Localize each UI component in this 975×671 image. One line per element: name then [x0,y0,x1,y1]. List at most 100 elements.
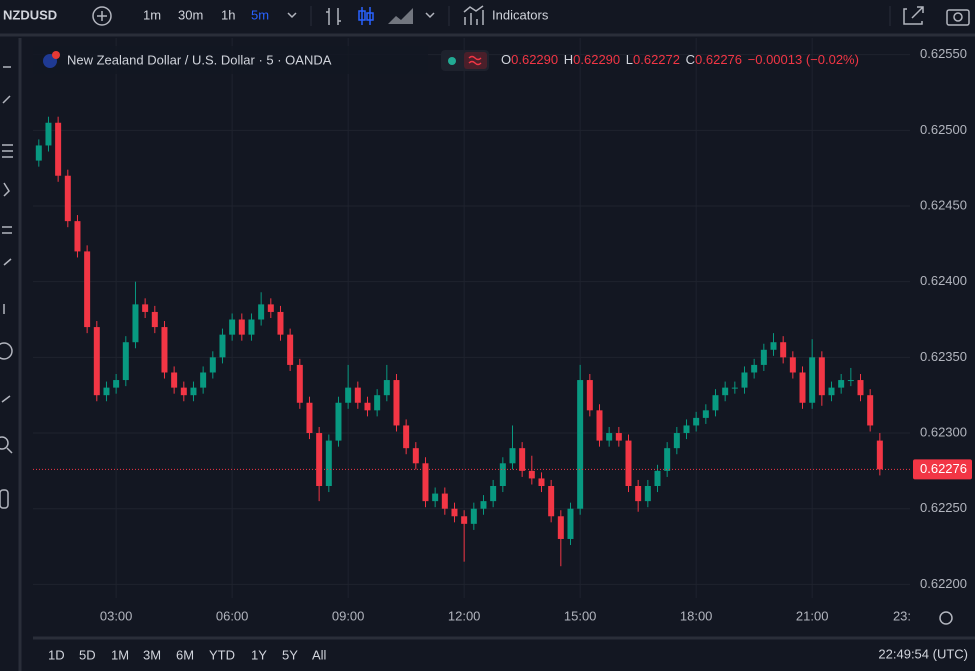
interval-button[interactable]: 30m [178,7,203,22]
x-tick-label: 18:00 [680,608,713,623]
indicators-icon[interactable] [463,5,484,25]
ohlc-label: C [686,52,695,67]
candle-body [113,380,120,388]
drawing-tools[interactable] [1,66,13,454]
candle-body [238,319,245,335]
candle-body [335,402,342,441]
interval-button[interactable]: 1h [221,7,235,22]
fullscreen-icon[interactable] [903,6,924,25]
candle-body [557,516,564,539]
candle-body [345,387,352,403]
range-button[interactable]: YTD [209,647,235,662]
range-button[interactable]: 1Y [251,647,267,662]
candle-body [461,516,468,524]
candle-body [470,508,477,524]
y-tick-label: 0.62500 [920,122,967,137]
candles-icon-body [358,10,366,21]
y-tick-label: 0.62450 [920,197,967,212]
settings-icon[interactable] [939,611,953,625]
last-price-label: 0.62276 [920,461,967,476]
candle-body [548,486,555,517]
candle-body [567,508,574,539]
y-tick-label: 0.62200 [920,576,967,591]
candle-body [615,433,622,441]
candle-body [432,493,439,502]
candle-body [200,372,207,388]
ohlc-change: −0.00013 (−0.02%) [748,52,859,67]
ohlc-value: 0.62272 [633,52,680,67]
candle-body [74,221,81,252]
ohlc-value: 0.62276 [695,52,742,67]
indicators-button[interactable]: Indicators [492,7,549,22]
candle-body [161,327,168,373]
x-tick-label: 06:00 [216,608,249,623]
symbol[interactable]: NZDUSD [3,7,57,22]
candles-icon-body [366,12,374,21]
add-symbol-button[interactable] [92,6,112,26]
x-tick-label: 15:00 [564,608,597,623]
candle-body [277,311,284,335]
ohlc-value: 0.62290 [573,52,620,67]
candles-icon[interactable] [361,7,371,25]
clock: 22:49:54 (UTC) [878,646,968,661]
candle-body [287,334,294,365]
interval-dropdown[interactable] [287,12,297,19]
candle-body [412,448,419,464]
candle-body [799,372,806,403]
chart-type-dropdown[interactable] [425,12,435,19]
candle-body [364,402,371,411]
ohlc-label: H [564,52,573,67]
range-button[interactable]: 5D [79,647,96,662]
legend-title: New Zealand Dollar / U.S. Dollar · 5 · O… [67,52,332,67]
candle-body [316,433,323,486]
snapshot-lens [953,12,963,22]
x-tick-label: 21:00 [796,608,829,623]
ohlc-label: O [501,52,511,67]
bars-icon[interactable] [326,8,341,25]
candle-body [760,349,767,365]
candle-body [712,395,719,411]
candle-body [499,463,506,486]
range-button[interactable]: 1D [48,647,65,662]
candle-body [296,364,303,403]
lock-tool[interactable] [0,489,9,509]
y-tick-label: 0.62250 [920,500,967,515]
range-button[interactable]: All [312,647,327,662]
candle-body [751,364,758,373]
candle-body [209,357,216,373]
candle-body [847,380,854,382]
range-button[interactable]: 1M [111,647,129,662]
legend-bg [33,46,428,74]
candle-body [644,486,651,502]
candle-body [258,304,265,320]
range-bar: 1D 5D 1M 3M 6M YTD 1Y 5Y All [48,647,327,662]
interval-button-active[interactable]: 5m [251,7,269,22]
range-button[interactable]: 3M [143,647,161,662]
emoji-tool[interactable] [0,342,13,360]
candle-body [577,380,584,509]
delay-badge [464,52,487,69]
candle-body [654,470,661,486]
zoom-tool[interactable] [0,436,9,450]
candle-body [132,304,139,343]
candle-body [422,463,429,502]
interval-button[interactable]: 1m [143,7,161,22]
candle-body [325,440,332,486]
candle-body [64,175,71,222]
range-button[interactable]: 6M [176,647,194,662]
candle-body [122,342,129,381]
x-tick-label: 09:00 [332,608,365,623]
candle-body [867,395,874,426]
ohlc: O0.62290 H0.62290 L0.62272 C0.62276 −0.0… [501,52,859,67]
candle-body [664,448,671,471]
range-button[interactable]: 5Y [282,647,298,662]
snapshot-icon[interactable] [946,9,970,26]
x-tick-label: 23: [893,608,911,623]
market-open-dot [448,57,456,65]
area-icon[interactable] [388,8,413,24]
candle-body [789,357,796,373]
candle-body [171,372,178,388]
candle-body [229,319,236,335]
